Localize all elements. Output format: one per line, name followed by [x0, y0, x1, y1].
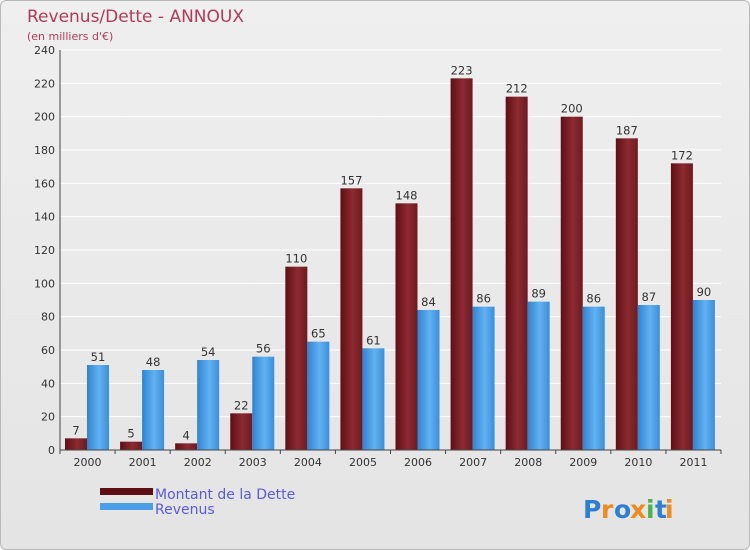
logo-letter: i	[665, 495, 674, 524]
bar-revenus	[197, 360, 220, 450]
data-label: 89	[531, 287, 546, 301]
bar-debt	[230, 413, 253, 450]
y-tick-label: 160	[34, 177, 55, 190]
data-label: 48	[146, 355, 161, 369]
bar-revenus	[252, 356, 275, 450]
bars: 7 51 5 48 4 54 22 56 110 65 157 61 148 84 223 86 212 89 20…	[65, 63, 715, 451]
bar-revenus	[87, 365, 109, 450]
y-tick-label: 20	[41, 411, 55, 424]
bar-revenus	[692, 300, 715, 450]
bar-debt	[395, 203, 418, 450]
data-label: 187	[616, 123, 638, 137]
x-tick-label: 2000	[74, 456, 102, 469]
y-tick-label: 60	[41, 344, 55, 357]
bar-debt	[65, 438, 87, 450]
data-label: 172	[671, 148, 693, 162]
y-tick-label: 80	[41, 311, 55, 324]
bar-debt	[175, 443, 198, 450]
data-label: 90	[697, 285, 712, 299]
logo-letter: t	[655, 495, 667, 524]
data-label: 223	[451, 63, 473, 77]
data-label: 4	[183, 428, 190, 442]
x-axis: 2000 2001 2002 2003 2004 2005 2006 2007 2008 2009…	[59, 449, 722, 469]
data-label: 51	[91, 350, 106, 364]
x-tick-label: 2007	[459, 456, 487, 469]
logo-letter: o	[614, 495, 631, 524]
logo-letter: r	[601, 495, 614, 524]
data-label: 54	[201, 345, 216, 359]
data-label: 56	[256, 342, 271, 356]
y-tick-label: 240	[34, 44, 55, 57]
bar-debt	[340, 188, 363, 451]
bar-revenus	[417, 310, 440, 450]
data-label: 157	[340, 173, 362, 187]
data-label: 86	[476, 292, 491, 306]
bar-debt	[615, 138, 638, 451]
data-label: 86	[586, 292, 601, 306]
legend: Montant de la Dette Revenus	[100, 487, 295, 518]
legend-swatch-revenus	[100, 503, 153, 510]
bar-revenus	[307, 341, 330, 450]
legend-label-debt: Montant de la Dette	[155, 487, 295, 503]
logo-letter: P	[583, 495, 601, 524]
chart-subtitle: (en milliers d'€)	[27, 30, 113, 43]
x-tick-label: 2003	[239, 456, 267, 469]
y-tick-label: 180	[34, 144, 55, 157]
y-tick-label: 40	[41, 377, 55, 390]
bar-debt	[670, 163, 693, 451]
data-label: 84	[421, 295, 436, 309]
y-tick-label: 200	[34, 111, 55, 124]
bar-debt	[505, 96, 528, 451]
x-tick-label: 2002	[184, 456, 212, 469]
y-tick-label: 220	[34, 77, 55, 90]
x-tick-label: 2011	[679, 456, 707, 469]
x-tick-label: 2001	[129, 456, 157, 469]
x-tick-label: 2005	[349, 456, 377, 469]
y-axis: 0 20 40 60 80 100 120 140 160 180 200 220 240	[34, 44, 61, 457]
x-tick-label: 2009	[569, 456, 597, 469]
bar-revenus	[582, 306, 605, 450]
logo-letter: x	[630, 495, 646, 524]
bar-debt	[120, 441, 143, 450]
x-tick-label: 2010	[624, 456, 652, 469]
legend-swatch-debt	[100, 488, 153, 495]
legend-label-revenus: Revenus	[155, 502, 215, 518]
bar-revenus	[362, 348, 385, 450]
bar-revenus	[637, 305, 660, 450]
bar-revenus	[472, 306, 495, 450]
data-label: 148	[396, 188, 418, 202]
data-label: 61	[366, 333, 381, 347]
logo-letter: i	[646, 495, 655, 524]
y-tick-label: 100	[34, 277, 55, 290]
y-tick-label: 120	[34, 244, 55, 257]
x-tick-label: 2008	[514, 456, 542, 469]
x-tick-label: 2004	[294, 456, 322, 469]
bar-revenus	[142, 370, 165, 450]
data-label: 212	[506, 82, 528, 96]
y-tick-label: 140	[34, 211, 55, 224]
chart-title: Revenus/Dette - ANNOUX	[27, 7, 244, 27]
bar-revenus	[527, 301, 550, 450]
bar-debt	[285, 266, 308, 450]
data-label: 110	[285, 252, 307, 266]
data-label: 22	[234, 398, 249, 412]
data-label: 87	[642, 290, 657, 304]
data-label: 5	[127, 427, 134, 441]
x-tick-label: 2006	[404, 456, 432, 469]
y-tick-label: 0	[48, 444, 55, 457]
data-label: 65	[311, 327, 326, 341]
bar-debt	[560, 116, 583, 451]
data-label: 200	[561, 102, 583, 116]
bar-debt	[450, 78, 473, 450]
data-label: 7	[72, 423, 79, 437]
